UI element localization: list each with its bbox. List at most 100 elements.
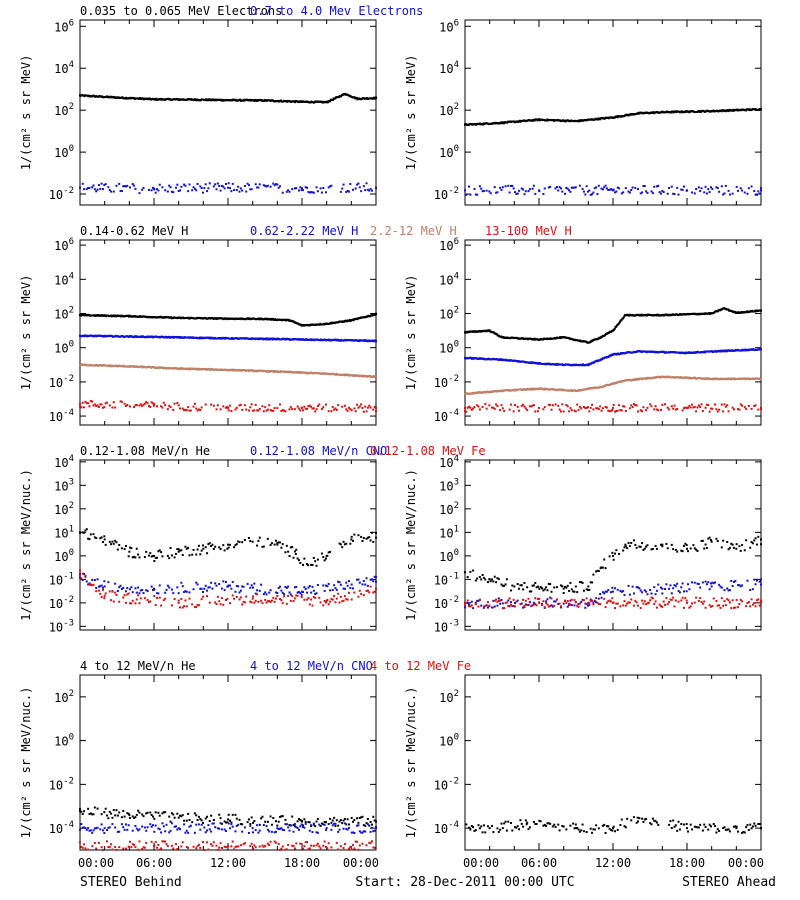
data-point bbox=[601, 566, 604, 569]
data-point bbox=[657, 184, 660, 187]
data-point bbox=[372, 580, 375, 583]
data-point bbox=[179, 549, 182, 552]
data-point bbox=[588, 189, 591, 192]
data-point bbox=[106, 401, 109, 404]
data-point bbox=[645, 545, 648, 548]
data-point bbox=[233, 189, 236, 192]
data-point bbox=[89, 583, 92, 586]
series-points bbox=[79, 363, 377, 378]
data-point bbox=[184, 599, 187, 602]
data-point bbox=[199, 587, 202, 590]
data-point bbox=[686, 189, 688, 192]
data-point bbox=[693, 192, 696, 195]
data-point bbox=[326, 598, 329, 601]
data-point bbox=[745, 109, 748, 112]
data-point bbox=[220, 184, 223, 187]
data-point bbox=[345, 408, 348, 411]
data-point bbox=[224, 598, 227, 601]
data-point bbox=[324, 584, 327, 587]
data-point bbox=[323, 600, 326, 603]
data-point bbox=[293, 597, 296, 600]
data-point bbox=[280, 409, 283, 412]
data-point bbox=[185, 547, 188, 550]
data-point bbox=[342, 183, 345, 186]
data-point bbox=[137, 594, 140, 597]
data-point bbox=[491, 606, 494, 609]
data-point bbox=[246, 582, 249, 585]
data-point bbox=[739, 549, 742, 552]
data-point bbox=[335, 588, 338, 591]
data-point bbox=[695, 548, 698, 551]
data-point bbox=[218, 600, 221, 603]
data-point bbox=[358, 581, 361, 584]
data-point bbox=[284, 410, 287, 413]
data-point bbox=[549, 404, 552, 407]
data-point bbox=[539, 586, 542, 589]
data-point bbox=[534, 410, 537, 413]
data-point bbox=[693, 406, 696, 409]
data-point bbox=[326, 101, 329, 104]
data-point bbox=[170, 554, 173, 557]
data-point bbox=[276, 543, 279, 546]
data-point bbox=[218, 546, 221, 549]
data-point bbox=[88, 405, 91, 408]
data-point bbox=[492, 406, 495, 409]
data-point bbox=[716, 187, 719, 190]
data-point bbox=[327, 582, 330, 585]
data-point bbox=[650, 190, 653, 193]
data-point bbox=[273, 543, 276, 546]
y-tick-label: 10-4 bbox=[434, 408, 459, 424]
data-point bbox=[206, 190, 209, 193]
data-point bbox=[184, 408, 187, 411]
data-point bbox=[531, 187, 534, 190]
data-point bbox=[325, 554, 328, 557]
data-point bbox=[139, 403, 142, 406]
data-point bbox=[486, 581, 489, 584]
data-point bbox=[372, 408, 375, 411]
data-point bbox=[325, 339, 328, 342]
data-point bbox=[137, 553, 140, 556]
data-point bbox=[596, 407, 599, 410]
data-point bbox=[180, 185, 183, 188]
data-point bbox=[464, 123, 466, 126]
data-point bbox=[308, 603, 311, 606]
data-point bbox=[749, 546, 752, 549]
data-point bbox=[252, 409, 255, 412]
data-point bbox=[731, 406, 734, 409]
data-point bbox=[707, 537, 710, 540]
data-point bbox=[641, 191, 644, 194]
data-point bbox=[223, 589, 226, 592]
data-point bbox=[677, 193, 680, 196]
data-point bbox=[722, 193, 725, 196]
data-point bbox=[322, 584, 325, 587]
data-point bbox=[100, 182, 103, 185]
data-point bbox=[620, 409, 623, 412]
y-tick-label: 104 bbox=[439, 60, 459, 76]
data-point bbox=[96, 188, 99, 191]
data-point bbox=[541, 587, 544, 590]
data-point bbox=[728, 546, 731, 549]
data-point bbox=[508, 191, 511, 194]
data-point bbox=[357, 595, 360, 598]
data-point bbox=[258, 183, 261, 186]
data-point bbox=[682, 544, 685, 547]
data-point bbox=[331, 598, 334, 601]
data-point bbox=[296, 591, 299, 594]
data-point bbox=[119, 584, 122, 587]
data-point bbox=[614, 191, 617, 194]
data-point bbox=[619, 408, 622, 411]
data-point bbox=[311, 191, 314, 194]
data-point bbox=[256, 593, 259, 596]
data-point bbox=[230, 190, 233, 193]
data-point bbox=[292, 600, 295, 603]
data-point bbox=[137, 586, 140, 589]
data-point bbox=[299, 592, 302, 595]
data-point bbox=[195, 553, 198, 556]
data-point bbox=[227, 406, 229, 409]
data-point bbox=[301, 590, 303, 593]
data-point bbox=[360, 592, 363, 595]
data-point bbox=[210, 403, 213, 406]
data-point bbox=[599, 358, 602, 361]
data-point bbox=[599, 336, 602, 339]
